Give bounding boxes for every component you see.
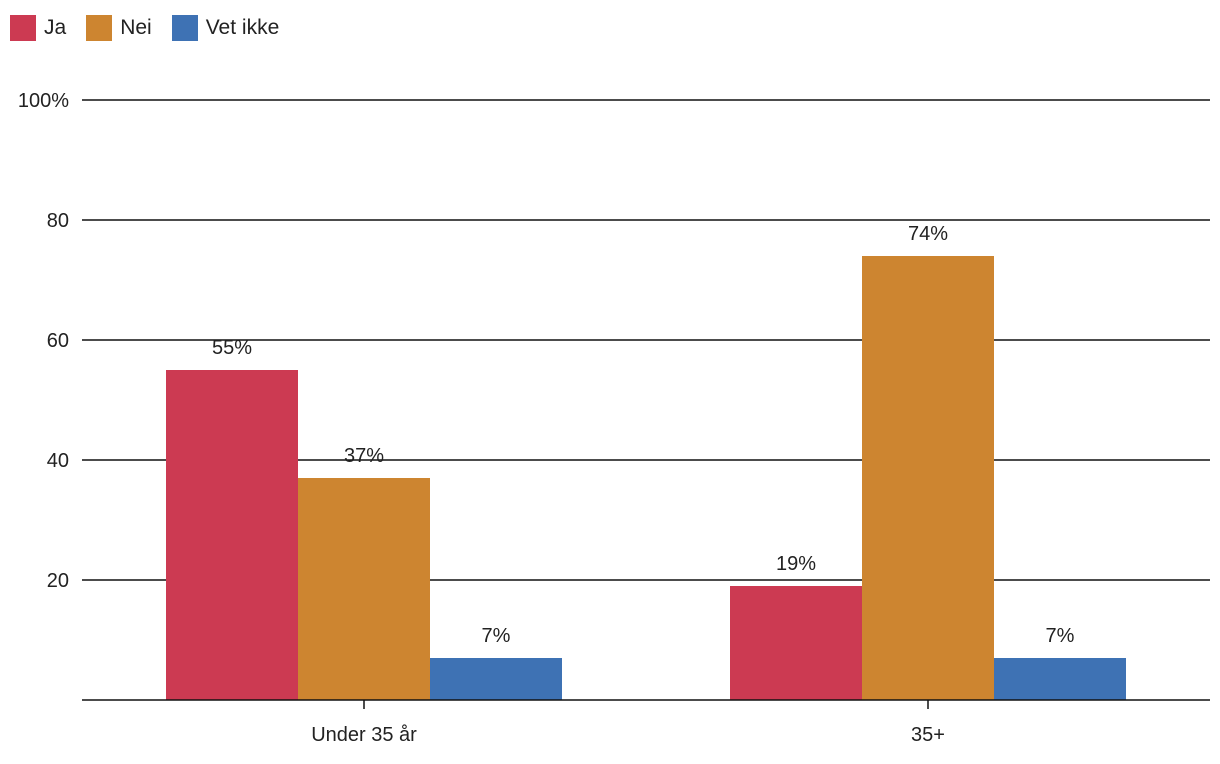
bar-ja (730, 586, 862, 700)
legend-swatch-ja (10, 15, 36, 41)
y-tick-label: 20 (47, 570, 69, 592)
y-tick-label: 100% (18, 90, 69, 112)
legend: Ja Nei Vet ikke (10, 14, 279, 42)
bars (166, 256, 1126, 700)
bar-ja (166, 370, 298, 700)
legend-item-ja: Ja (10, 15, 66, 41)
data-label: 7% (1046, 625, 1075, 647)
legend-item-nei: Nei (86, 15, 152, 41)
x-category-label: 35+ (911, 724, 945, 746)
legend-swatch-vet-ikke (171, 15, 198, 41)
data-label: 19% (776, 553, 816, 575)
legend-swatch-nei (86, 15, 113, 41)
grid-lines: 20 40 60 80 100% (18, 90, 1210, 592)
y-tick-label: 60 (47, 330, 69, 352)
x-axis: Under 35 år 35+ (82, 699, 1210, 746)
legend-label-vet-ikke: Vet ikke (205, 16, 280, 39)
legend-label-nei: Nei (120, 16, 152, 39)
bar-vet-ikke (994, 658, 1126, 700)
bar-nei (298, 478, 430, 700)
legend-item-vet-ikke: Vet ikke (171, 15, 280, 41)
y-tick-label: 40 (47, 450, 69, 472)
bar-vet-ikke (430, 658, 562, 700)
legend-label-ja: Ja (44, 16, 67, 39)
data-labels: 55% 37% 7% 19% 74% 7% (212, 223, 1075, 647)
y-tick-label: 80 (47, 210, 69, 232)
bar-nei (862, 256, 994, 700)
x-category-label: Under 35 år (311, 724, 417, 746)
data-label: 37% (344, 445, 384, 467)
data-label: 7% (482, 625, 511, 647)
data-label: 55% (212, 337, 252, 359)
data-label: 74% (908, 223, 948, 245)
